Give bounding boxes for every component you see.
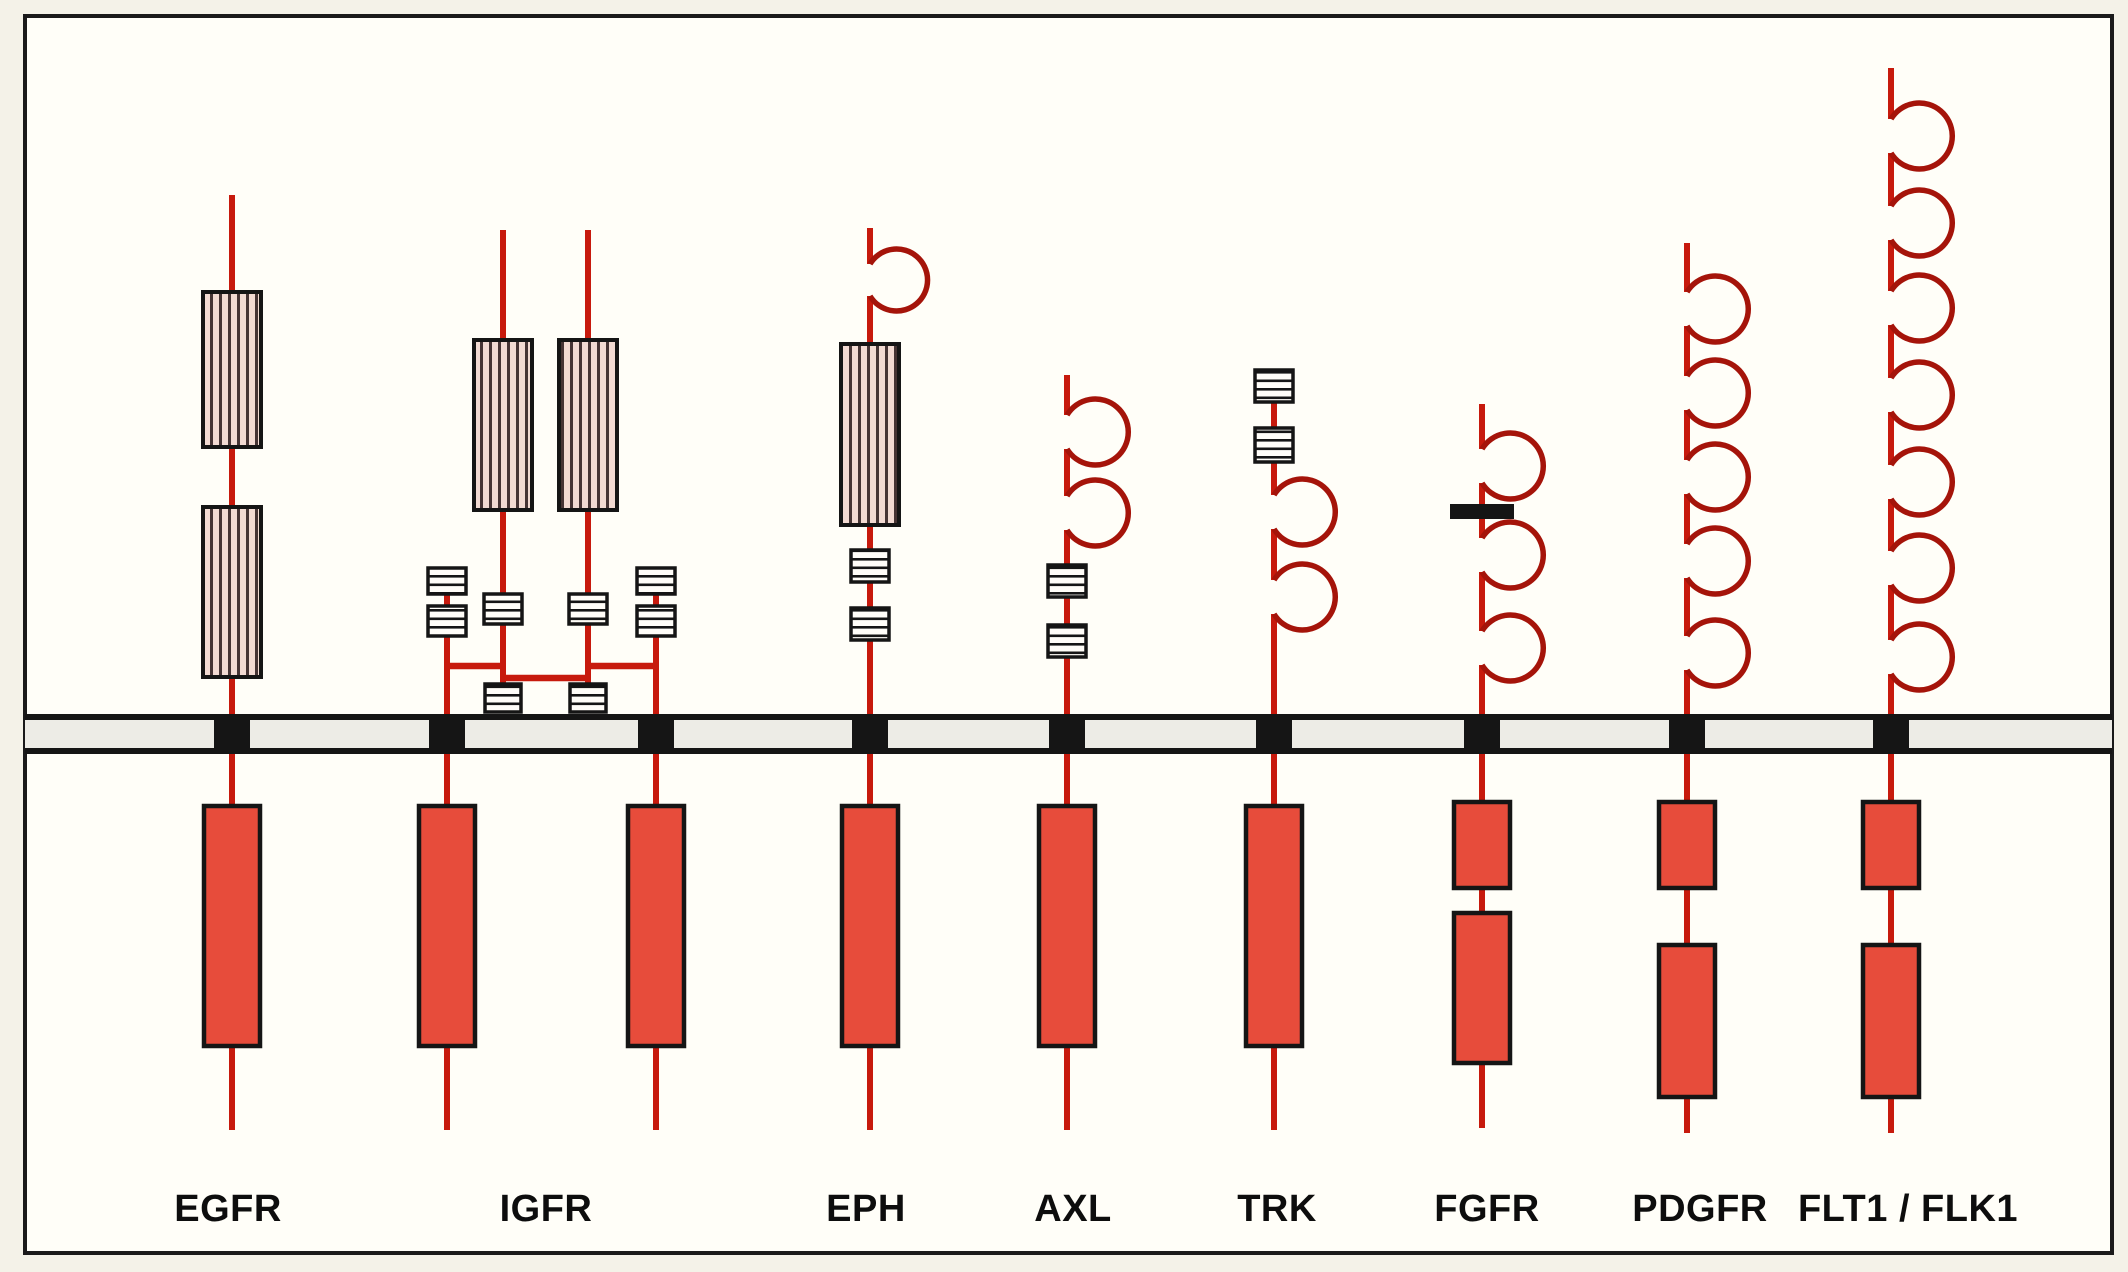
- ig-loop: [1684, 525, 1752, 597]
- ig-loop: [1888, 446, 1956, 518]
- ig-loop: [1479, 612, 1547, 684]
- cysteine-rich-domain: [472, 338, 534, 512]
- transmembrane-segment: [1464, 714, 1500, 754]
- ig-loop: [1684, 441, 1752, 513]
- fibronectin-box: [635, 566, 677, 596]
- fibronectin-box: [1046, 563, 1088, 599]
- fibronectin-box: [849, 548, 891, 584]
- fibronectin-box: [567, 592, 609, 626]
- label-egfr: EGFR: [174, 1188, 282, 1230]
- kinase-domain-upper: [1656, 799, 1718, 891]
- plasma-membrane: [25, 714, 2112, 754]
- kinase-domain: [839, 803, 901, 1049]
- ig-loop: [867, 246, 931, 314]
- ig-loop: [1479, 430, 1547, 502]
- ig-loop: [1888, 532, 1956, 604]
- transmembrane-segment: [429, 714, 465, 754]
- transmembrane-segment: [1256, 714, 1292, 754]
- fibronectin-box: [426, 604, 468, 638]
- cysteine-rich-domain: [201, 505, 263, 679]
- kinase-domain-lower: [1451, 910, 1513, 1066]
- kinase-domain-lower: [1860, 942, 1922, 1100]
- fibronectin-box: [849, 606, 891, 642]
- fibronectin-box: [483, 682, 523, 714]
- ig-loop: [1684, 617, 1752, 689]
- fibronectin-box: [426, 566, 468, 596]
- label-flt1-flk1: FLT1 / FLK1: [1798, 1188, 2018, 1230]
- cysteine-rich-domain: [201, 290, 263, 449]
- label-igfr: IGFR: [500, 1188, 593, 1230]
- ig-loop: [1684, 357, 1752, 429]
- leucine-rich-box: [1253, 426, 1295, 464]
- ig-loop: [1888, 272, 1956, 344]
- transmembrane-segment: [638, 714, 674, 754]
- fibronectin-box: [635, 604, 677, 638]
- kinase-domain-upper: [1451, 799, 1513, 891]
- transmembrane-segment: [1049, 714, 1085, 754]
- kinase-domain: [1243, 803, 1305, 1049]
- label-axl: AXL: [1034, 1188, 1112, 1230]
- kinase-domain-upper: [1860, 799, 1922, 891]
- transmembrane-segment: [1873, 714, 1909, 754]
- ig-loop: [1684, 273, 1752, 345]
- label-trk: TRK: [1237, 1188, 1317, 1230]
- cysteine-rich-domain: [557, 338, 619, 512]
- label-fgfr: FGFR: [1434, 1188, 1539, 1230]
- cysteine-rich-domain: [839, 342, 901, 527]
- transmembrane-segment: [1669, 714, 1705, 754]
- label-eph: EPH: [826, 1188, 906, 1230]
- fibronectin-box: [482, 592, 524, 626]
- fibronectin-box: [568, 682, 608, 714]
- ig-loop: [1888, 100, 1956, 172]
- ig-loop: [1064, 477, 1132, 549]
- ig-loop: [1888, 359, 1956, 431]
- ig-loop: [1888, 187, 1956, 259]
- transmembrane-segment: [852, 714, 888, 754]
- ig-loop: [1271, 476, 1339, 548]
- ig-loop: [1888, 621, 1956, 693]
- kinase-domain: [1036, 803, 1098, 1049]
- ig-loop: [1479, 519, 1547, 591]
- ig-loop: [1064, 396, 1132, 468]
- transmembrane-segment: [214, 714, 250, 754]
- leucine-rich-box: [1253, 368, 1295, 404]
- acidic-box: [1450, 504, 1514, 519]
- kinase-domain: [201, 803, 263, 1049]
- fibronectin-box: [1046, 623, 1088, 659]
- label-pdgfr: PDGFR: [1632, 1188, 1768, 1230]
- kinase-domain: [625, 803, 687, 1049]
- ig-loop: [1271, 561, 1339, 633]
- kinase-domain: [416, 803, 478, 1049]
- kinase-domain-lower: [1656, 942, 1718, 1100]
